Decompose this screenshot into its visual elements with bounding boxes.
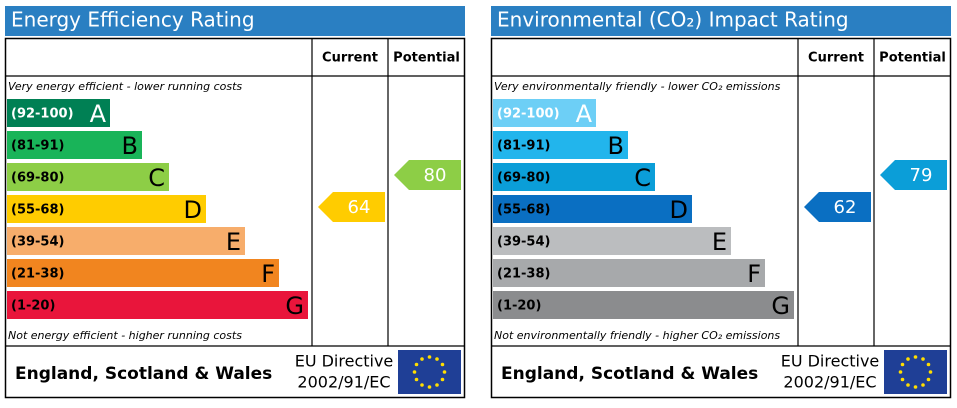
band-letter: B [122,132,138,160]
eu-star [900,362,905,367]
footer-directive: 2002/91/EC [297,373,390,392]
band-letter: A [576,100,593,128]
eu-star [898,370,903,374]
band-letter: D [670,196,688,224]
band-letter: G [771,292,790,320]
eu-star [414,377,419,382]
rating-value: 62 [834,197,857,218]
panel-border [4,37,466,399]
rating-arrow [880,160,947,190]
band [7,163,169,191]
panel-title: Environmental (CO₂) Impact Rating [497,8,849,32]
rating-value: 64 [348,197,371,218]
band [493,99,596,127]
eu-star [921,383,925,387]
eu-star [906,383,910,387]
note: Very environmentally friendly - lower CO… [494,80,781,93]
eu-star [921,357,925,361]
band [7,227,245,255]
eu-star [913,355,918,359]
note: Very energy efficient - lower running co… [8,80,242,93]
band [7,131,142,159]
band-letter: E [712,228,727,256]
rating-panel: Energy Efficiency Rating Current Potential… [4,6,466,399]
band-range: (69-80) [11,171,64,186]
band [7,259,279,287]
rating-arrow [804,192,871,222]
rating-panel: Environmental (CO₂) Impact Rating Current… [490,6,952,399]
band-letter: A [90,100,107,128]
band [493,291,794,319]
band-range: (21-38) [11,267,64,282]
band-range: (81-91) [11,139,64,154]
band-letter: B [608,132,624,160]
band-range: (39-54) [11,235,64,250]
band [493,163,655,191]
band [493,131,628,159]
band-range: (81-91) [497,139,550,154]
band-range: (92-100) [497,107,560,122]
band-range: (1-20) [11,299,55,314]
band-range: (69-80) [497,171,550,186]
footer-region: England, Scotland & Wales [501,364,758,384]
eu-star [414,362,419,367]
eu-star [900,377,905,382]
eu-star [913,385,918,389]
footer-region: England, Scotland & Wales [15,364,272,384]
band-letter: F [747,260,761,288]
band [7,195,206,223]
band-letter: C [148,164,165,192]
band-range: (55-68) [11,203,64,218]
eu-star [440,362,445,367]
eu-star [926,377,931,382]
rating-arrow [394,160,461,190]
note: Not energy efficient - higher running co… [8,329,242,342]
title-bar [5,6,465,36]
eu-star [420,383,424,387]
band-range: (21-38) [497,267,550,282]
band-range: (1-20) [497,299,541,314]
band [493,195,692,223]
column-header: Potential [393,51,460,66]
band-letter: F [261,260,275,288]
column-header: Current [322,51,378,66]
band [493,259,765,287]
eu-star [435,357,439,361]
band-range: (55-68) [497,203,550,218]
eu-star [435,383,439,387]
eu-star [427,355,432,359]
band-letter: G [285,292,304,320]
title-bar [491,6,951,36]
band-letter: C [634,164,651,192]
eu-star [420,357,424,361]
band-letter: D [184,196,202,224]
panel-title: Energy Efficiency Rating [11,8,255,32]
column-header: Potential [879,51,946,66]
rating-value: 79 [910,165,933,186]
band-range: (39-54) [497,235,550,250]
band-range: (92-100) [11,107,74,122]
band [7,291,308,319]
panel-border [490,37,952,399]
rating-value: 80 [424,165,447,186]
band [7,99,110,127]
eu-star [906,357,910,361]
eu-star [412,370,417,374]
footer-directive: EU Directive [781,352,880,371]
footer-directive: EU Directive [295,352,394,371]
eu-star [442,370,447,374]
eu-star [926,362,931,367]
eu-star [427,385,432,389]
note: Not environmentally friendly - higher CO… [494,329,780,342]
footer-directive: 2002/91/EC [783,373,876,392]
band [493,227,731,255]
rating-arrow [318,192,385,222]
eu-star [440,377,445,382]
column-header: Current [808,51,864,66]
eu-star [928,370,933,374]
band-letter: E [226,228,241,256]
